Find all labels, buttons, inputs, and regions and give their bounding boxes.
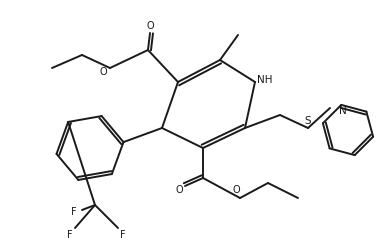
Text: NH: NH (257, 75, 273, 85)
Text: S: S (305, 116, 311, 126)
Text: O: O (146, 21, 154, 31)
Text: O: O (232, 185, 240, 195)
Text: F: F (120, 230, 126, 240)
Text: O: O (175, 185, 183, 195)
Text: F: F (71, 207, 77, 217)
Text: F: F (67, 230, 73, 240)
Text: N: N (340, 106, 347, 116)
Text: O: O (99, 67, 107, 77)
